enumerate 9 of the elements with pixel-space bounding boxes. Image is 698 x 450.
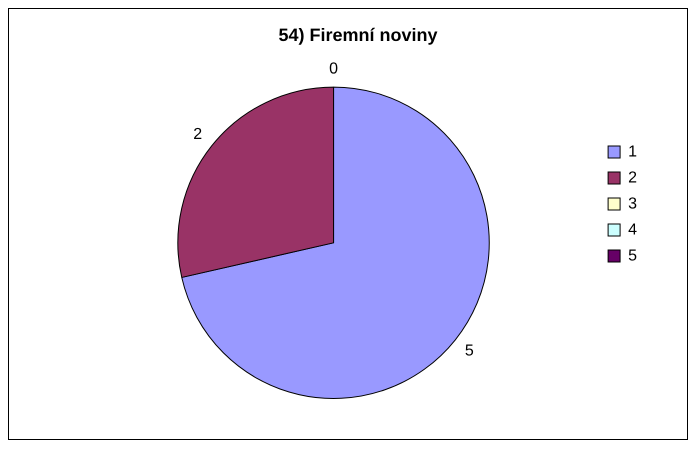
chart-title: 54) Firemní noviny [278,24,438,45]
text: 0 [329,60,338,78]
legend-label: 1 [628,143,638,160]
legend-label: 3 [628,195,638,212]
legend-label: 5 [628,247,638,264]
legend-label: 2 [628,169,638,186]
data-label: 5 [464,342,474,360]
legend-label: 4 [628,221,638,238]
data-label: 2 [193,126,202,143]
